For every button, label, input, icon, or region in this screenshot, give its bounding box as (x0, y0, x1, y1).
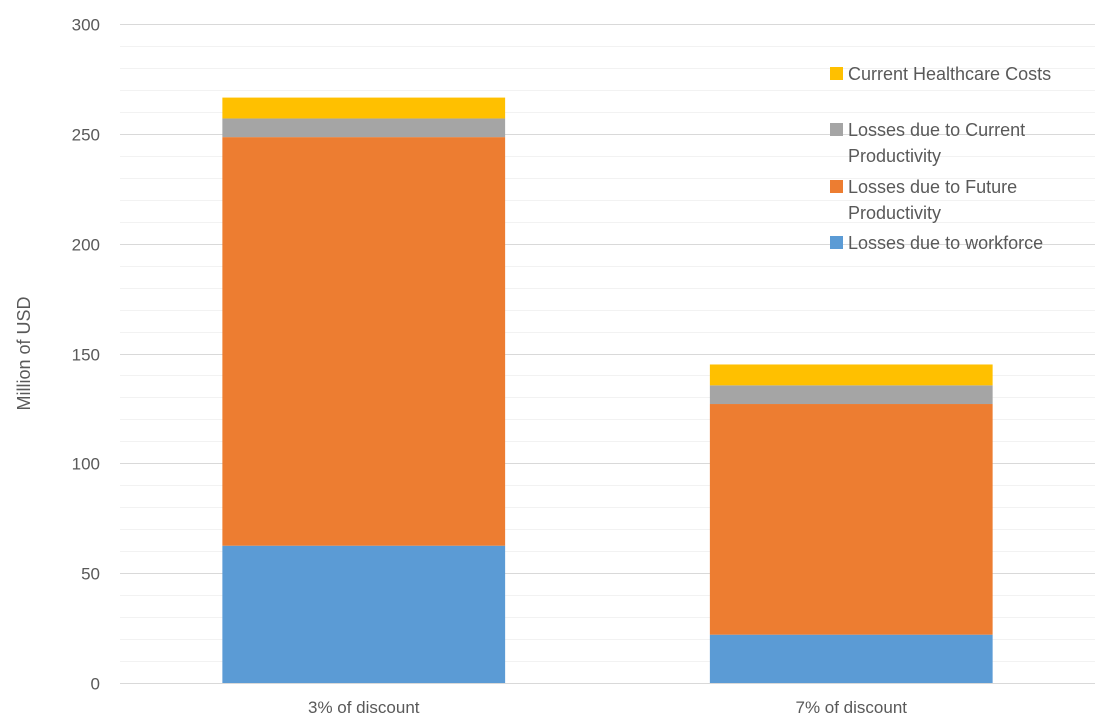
y-tick-label: 0 (91, 675, 100, 694)
x-tick-labels: 3% of discount 7% of discount (308, 698, 907, 717)
bars (222, 97, 993, 683)
legend-label: Losses due to Current (848, 120, 1025, 140)
y-tick-label: 50 (81, 565, 100, 584)
y-tick-label: 150 (72, 346, 100, 365)
y-tick-label: 200 (72, 236, 100, 255)
bar-segment (222, 545, 506, 683)
y-tick-labels: 0 50 100 150 200 250 300 (72, 16, 100, 694)
legend-label: Current Healthcare Costs (848, 64, 1051, 84)
y-tick-label: 300 (72, 16, 100, 35)
bar-segment (222, 118, 506, 138)
legend-label: Losses due to workforce (848, 233, 1043, 253)
legend-swatch (830, 67, 843, 80)
legend: Current Healthcare Costs Losses due to Cu… (830, 64, 1051, 253)
y-axis-title: Million of USD (14, 296, 34, 410)
bar-segment (222, 137, 506, 546)
legend-swatch (830, 123, 843, 136)
legend-swatch (830, 180, 843, 193)
bar-segment (222, 97, 506, 119)
bar-segment (709, 385, 993, 405)
y-tick-label: 100 (72, 455, 100, 474)
bar-segment (709, 404, 993, 635)
y-tick-label: 250 (72, 126, 100, 145)
x-tick-label: 3% of discount (308, 698, 420, 717)
legend-label: Productivity (848, 203, 941, 223)
legend-label: Losses due to Future (848, 177, 1017, 197)
legend-swatch (830, 236, 843, 249)
legend-label: Productivity (848, 146, 941, 166)
x-tick-label: 7% of discount (795, 698, 907, 717)
bar-segment (709, 364, 993, 386)
bar-segment (709, 634, 993, 683)
